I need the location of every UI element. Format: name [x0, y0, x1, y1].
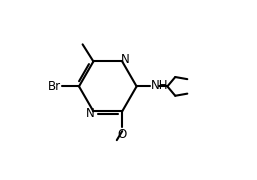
Text: N: N: [86, 107, 95, 120]
Text: O: O: [117, 128, 127, 141]
Text: Br: Br: [48, 80, 61, 93]
Text: NH: NH: [151, 79, 169, 92]
Text: N: N: [121, 53, 130, 66]
